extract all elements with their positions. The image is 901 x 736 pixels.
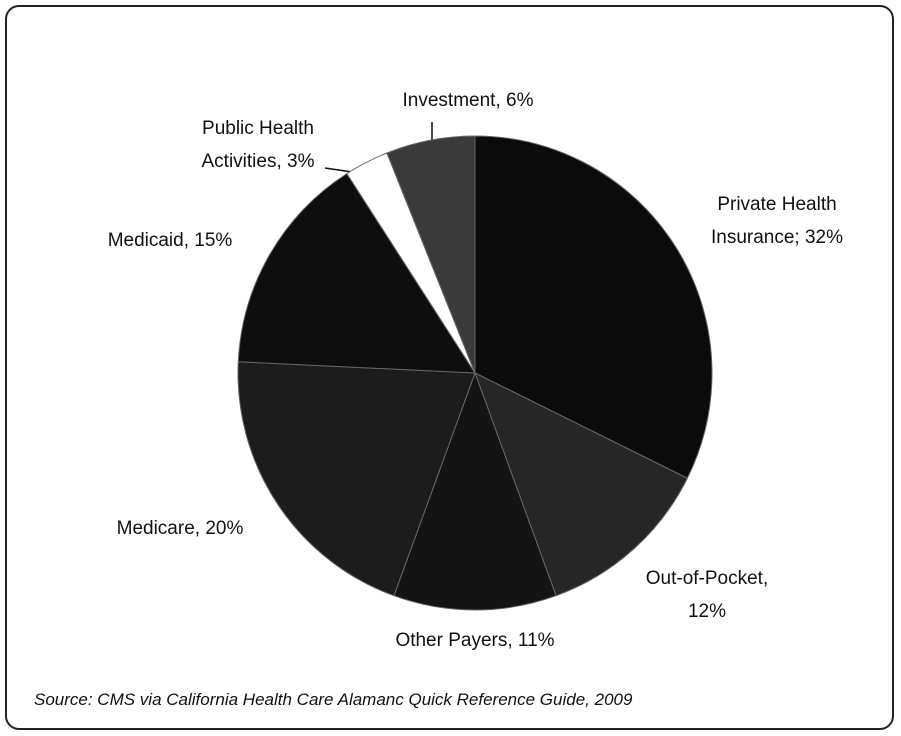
slice-label: Private Health Insurance; 32% [710, 194, 844, 248]
pie-slice [393, 371, 557, 611]
slice-label: Out-of-Pocket, 12% [645, 568, 769, 622]
slice-label: Other Payers, 11% [395, 630, 555, 651]
pie-slice [474, 135, 713, 479]
pie-slice [237, 172, 476, 374]
chart-frame [5, 5, 894, 730]
pie-slice [237, 361, 476, 597]
source-note: Source: CMS via California Health Care A… [34, 690, 633, 709]
slice-label: Public Health Activities, 3% [201, 118, 315, 172]
slice-label: Medicare, 20% [116, 518, 244, 539]
pie-slice [386, 135, 476, 374]
pie-slice [474, 371, 689, 597]
slice-label: Medicaid, 15% [107, 230, 233, 251]
leader-line [324, 167, 353, 173]
slice-label: Investment, 6% [402, 90, 534, 111]
